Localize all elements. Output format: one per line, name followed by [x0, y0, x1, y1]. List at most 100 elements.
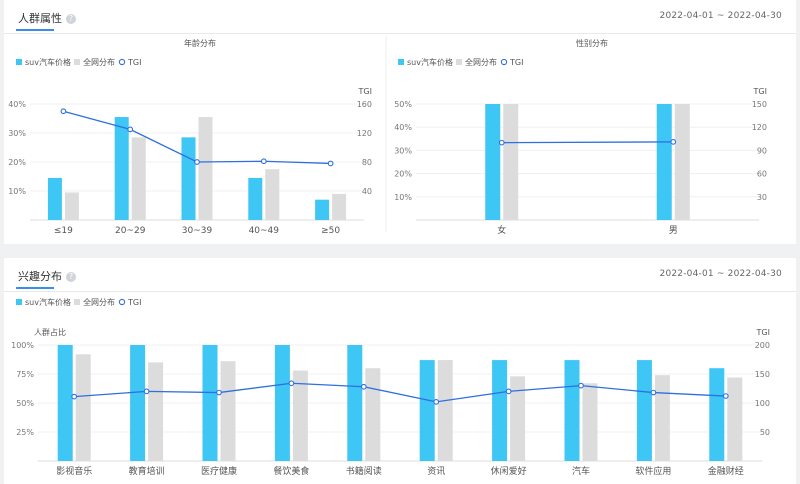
tgi-point — [216, 389, 222, 396]
legend-label-tgi: TGI — [127, 58, 141, 67]
bar-all — [365, 368, 381, 461]
bar-suv — [656, 104, 672, 220]
header-divider — [4, 291, 796, 292]
x-tick-label: 女 — [497, 224, 506, 236]
tgi-point — [71, 393, 78, 400]
y-tick-label: 50% — [394, 100, 412, 109]
x-tick-label: 30~39 — [182, 226, 213, 236]
tgi-point — [143, 388, 150, 395]
x-tick-label: 金融财经 — [708, 465, 744, 477]
y2-tick-label: 80 — [362, 158, 372, 167]
bar-suv — [315, 199, 330, 220]
y-tick-label: 10% — [8, 187, 26, 196]
legend-swatch-suv — [16, 299, 22, 305]
y2-tick-label: 40 — [362, 187, 372, 196]
x-tick-label: ≤19 — [54, 226, 73, 236]
y2-tick-label: 200 — [755, 341, 770, 350]
tgi-line — [74, 382, 726, 403]
tab-interest-distribution[interactable]: 兴趣分布? — [18, 268, 76, 284]
y-tick-label: 20% — [394, 170, 412, 179]
y-tick-label: 40% — [8, 100, 26, 109]
bar-all — [148, 362, 164, 461]
legend-label-all: 全网分布 — [83, 57, 115, 67]
tgi-line — [63, 110, 331, 165]
tgi-point — [650, 389, 657, 396]
x-tick-label: 20~29 — [115, 226, 146, 236]
active-tab-indicator — [16, 287, 54, 289]
tab-crowd-attributes[interactable]: 人群属性? — [18, 10, 76, 26]
legend-label-tgi: TGI — [127, 298, 141, 307]
tgi-point — [670, 139, 677, 145]
x-tick-label: 软件应用 — [635, 465, 671, 477]
bar-suv — [57, 345, 73, 461]
date-range[interactable]: 2022-04-01 ~ 2022-04-30 — [659, 11, 782, 21]
bar-all — [265, 169, 280, 220]
y2-tick-label: 150 — [755, 370, 770, 379]
bar-all — [510, 376, 526, 461]
tgi-point — [60, 108, 67, 115]
y2-axis-label: TGI — [358, 87, 372, 96]
x-tick-label: 影视音乐 — [56, 465, 92, 477]
bar-suv — [709, 368, 725, 461]
tgi-point — [260, 158, 267, 165]
crowd-attributes-panel: 人群属性? 2022-04-01 ~ 2022-04-30 年龄分布 suv汽车价… — [4, 0, 796, 244]
x-tick-label: 书籍阅读 — [346, 465, 382, 477]
x-tick-label: ≥50 — [321, 226, 340, 236]
bar-all — [503, 104, 519, 220]
y-tick-label: 20% — [8, 158, 26, 167]
bar-all — [131, 137, 146, 220]
bar-suv — [636, 360, 652, 461]
bar-all — [198, 117, 213, 220]
bar-suv — [181, 137, 196, 220]
header-divider — [4, 33, 796, 34]
bar-suv — [485, 104, 501, 220]
active-tab-indicator — [16, 29, 54, 31]
y-tick-label: 25% — [16, 428, 34, 437]
tgi-point — [722, 393, 729, 399]
help-icon[interactable]: ? — [66, 14, 76, 24]
chart-title: 年龄分布 — [184, 38, 216, 48]
legend-label-suv: suv汽车价格 — [407, 57, 453, 67]
chart-title: 性别分布 — [576, 38, 608, 48]
bar-suv — [47, 177, 62, 220]
y2-tick-label: 90 — [757, 146, 767, 155]
interest-distribution-panel: 兴趣分布? 2022-04-01 ~ 2022-04-30 suv汽车价格 全网分… — [4, 258, 796, 484]
bar-all — [727, 377, 743, 461]
tgi-point — [505, 388, 512, 395]
bar-suv — [274, 345, 290, 461]
help-icon[interactable]: ? — [66, 272, 76, 282]
tgi-point — [288, 380, 295, 387]
y2-tick-label: 150 — [752, 100, 767, 109]
y-tick-label: 30% — [394, 146, 412, 155]
y-tick-label: 10% — [394, 193, 412, 202]
y2-tick-label: 50 — [760, 428, 770, 437]
legend-swatch-all — [74, 59, 80, 65]
bar-all — [437, 360, 453, 461]
legend-marker-tgi — [118, 58, 126, 66]
x-tick-label: 资讯 — [427, 466, 445, 477]
bar-all — [674, 104, 690, 220]
bar-all — [64, 192, 79, 220]
y2-tick-label: 30 — [757, 193, 767, 202]
x-tick-label: 休闲爱好 — [491, 465, 527, 477]
bar-suv — [419, 360, 435, 461]
interest-distribution-chart: suv汽车价格 全网分布 TGI 人群占比 TGI 25% 50% 75% 100% 50 100 1… — [11, 297, 770, 477]
tgi-point — [327, 160, 334, 167]
bar-all — [332, 193, 347, 220]
tgi-point — [360, 383, 367, 390]
x-tick-label: 教育培训 — [129, 465, 165, 477]
y-tick-label: 75% — [16, 370, 34, 379]
y-axis-label: 人群占比 — [34, 327, 66, 337]
legend-label-suv: suv汽车价格 — [25, 57, 71, 67]
tgi-line — [501, 141, 674, 144]
date-range[interactable]: 2022-04-01 ~ 2022-04-30 — [659, 269, 782, 279]
legend-swatch-suv — [398, 59, 404, 65]
y2-tick-label: 160 — [357, 100, 372, 109]
crowd-attributes-charts: 年龄分布 suv汽车价格 全网分布 TGI TGI 10% 20% 30% 40% 40 80 120… — [8, 36, 767, 236]
bar-suv — [202, 345, 218, 461]
tgi-point — [194, 159, 200, 165]
bar-all — [654, 375, 670, 461]
legend-label-all: 全网分布 — [465, 57, 497, 67]
tgi-point — [433, 398, 440, 405]
tgi-point — [127, 126, 134, 133]
